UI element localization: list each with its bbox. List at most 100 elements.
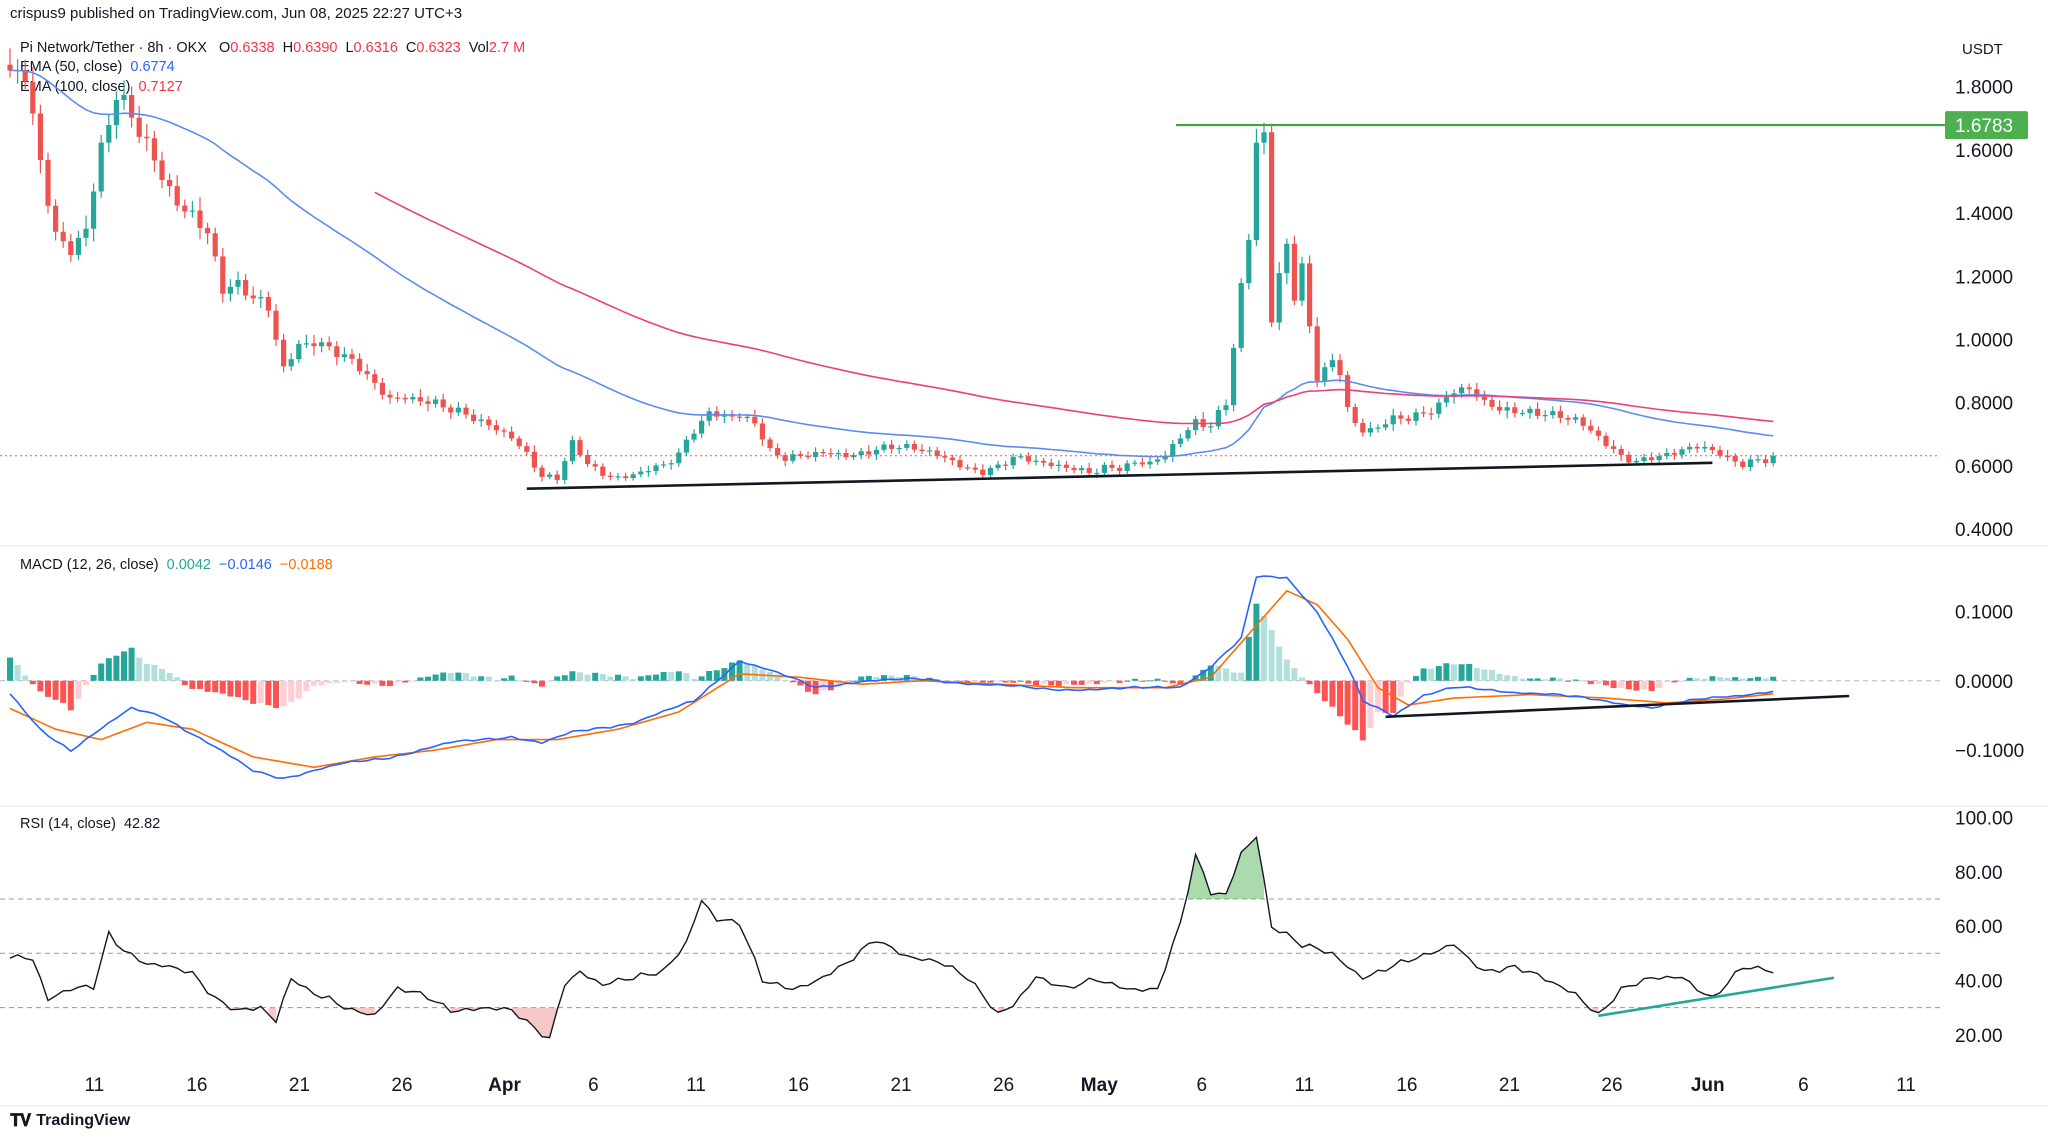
macd-histogram-bar bbox=[379, 680, 386, 686]
macd-histogram-bar bbox=[789, 680, 796, 683]
candle bbox=[714, 411, 720, 417]
candle bbox=[805, 456, 811, 458]
time-axis-tick: 11 bbox=[84, 1075, 104, 1096]
macd-histogram-bar bbox=[653, 674, 659, 681]
macd-histogram-bar bbox=[250, 680, 257, 704]
macd-histogram-bar bbox=[1656, 680, 1663, 689]
tradingview-footer[interactable]: 𝐓𝐕 TradingView bbox=[10, 1111, 130, 1131]
candle bbox=[699, 420, 705, 434]
macd-histogram-bar bbox=[843, 680, 849, 683]
macd-histogram-bar bbox=[1002, 680, 1009, 683]
candle bbox=[334, 346, 340, 358]
ohlc-key-h: H bbox=[282, 40, 294, 56]
macd-histogram-bar bbox=[1055, 680, 1062, 687]
macd-histogram-bar bbox=[1154, 678, 1161, 681]
macd-histogram-bar bbox=[1116, 680, 1123, 683]
candle bbox=[1147, 461, 1153, 465]
macd-histogram-bar bbox=[288, 680, 295, 702]
candle bbox=[319, 342, 325, 347]
candle bbox=[721, 415, 727, 417]
time-axis-tick: 26 bbox=[391, 1075, 412, 1096]
macd-histogram-bar bbox=[1686, 677, 1693, 681]
candle bbox=[1261, 132, 1267, 143]
candle bbox=[1307, 263, 1313, 327]
macd-histogram-bar bbox=[744, 664, 751, 681]
candle bbox=[934, 450, 940, 457]
macd-histogram-bar bbox=[797, 680, 804, 686]
macd-histogram-bar bbox=[698, 676, 705, 681]
macd-histogram-bar bbox=[751, 665, 758, 681]
candle bbox=[1360, 423, 1366, 433]
candle bbox=[569, 440, 575, 462]
macd-histogram-bar bbox=[22, 675, 29, 681]
ema100-legend[interactable]: EMA (100, close) 0.7127 bbox=[20, 79, 183, 95]
time-axis-tick: Jun bbox=[1691, 1075, 1725, 1096]
candle bbox=[53, 205, 59, 232]
candle bbox=[1139, 462, 1145, 465]
ohlc-values: O0.6338 H0.6390 L0.6316 C0.6323 Vol2.7 M bbox=[211, 40, 525, 56]
macd-histogram-bar bbox=[827, 680, 834, 691]
candle bbox=[478, 419, 484, 422]
macd-histogram-bar bbox=[1762, 678, 1769, 681]
macd-histogram-bar bbox=[1504, 675, 1511, 681]
candle bbox=[980, 469, 986, 476]
macd-histogram-bar bbox=[539, 680, 545, 687]
macd-histogram-bar bbox=[409, 680, 416, 682]
candle bbox=[835, 453, 841, 455]
macd-histogram-bar bbox=[265, 680, 272, 706]
macd-histogram-bar bbox=[501, 678, 507, 681]
macd-histogram-bar bbox=[1443, 663, 1450, 681]
macd-histogram-bar bbox=[143, 664, 150, 681]
candle bbox=[1246, 240, 1252, 284]
macd-histogram-bar bbox=[1770, 676, 1777, 681]
candle bbox=[60, 231, 66, 242]
candle bbox=[554, 474, 560, 480]
candle bbox=[402, 397, 408, 400]
candle bbox=[858, 451, 864, 456]
macd-histogram-bar bbox=[729, 662, 735, 681]
macd-histogram-bar bbox=[364, 680, 371, 685]
macd-histogram-bar bbox=[1709, 676, 1716, 681]
macd-histogram-bar bbox=[1139, 680, 1146, 682]
macd-histogram-bar bbox=[440, 672, 447, 681]
macd-histogram-bar bbox=[1618, 680, 1625, 688]
candle bbox=[1048, 462, 1054, 467]
macd-histogram-bar bbox=[326, 680, 333, 683]
macd-histogram-bar bbox=[1413, 676, 1419, 681]
rsi-line bbox=[9, 835, 1774, 1039]
macd-histogram-bar bbox=[554, 676, 561, 681]
macd-histogram-bar bbox=[1549, 677, 1556, 681]
macd-histogram-bar bbox=[1435, 666, 1442, 681]
candle bbox=[607, 475, 613, 478]
candle bbox=[1641, 457, 1647, 461]
macd-histogram-bar bbox=[45, 680, 51, 697]
macd-histogram-bar bbox=[1109, 680, 1115, 682]
candle bbox=[1215, 410, 1221, 427]
macd-histogram-bar bbox=[242, 680, 249, 701]
macd-legend[interactable]: MACD (12, 26, close) 0.0042 −0.0146 −0.0… bbox=[20, 557, 333, 573]
macd-line bbox=[9, 575, 1774, 779]
candle bbox=[1565, 417, 1571, 420]
candle bbox=[995, 464, 1001, 469]
candle bbox=[326, 342, 332, 347]
candle bbox=[501, 430, 507, 432]
macd-histogram-bar bbox=[1755, 676, 1761, 681]
candle bbox=[866, 451, 872, 455]
rsi-legend[interactable]: RSI (14, close) 42.82 bbox=[20, 816, 160, 832]
candle bbox=[1352, 406, 1358, 424]
candle bbox=[1231, 347, 1237, 406]
macd-histogram-bar bbox=[29, 680, 36, 685]
candle bbox=[759, 423, 765, 440]
candle bbox=[311, 343, 317, 347]
macd-histogram-bar bbox=[493, 680, 500, 682]
candle bbox=[942, 456, 948, 458]
candle bbox=[486, 419, 492, 426]
candle bbox=[1071, 467, 1077, 471]
macd-histogram-bar bbox=[280, 680, 287, 707]
candle bbox=[1687, 446, 1693, 450]
candle bbox=[341, 354, 347, 358]
ema50-legend[interactable]: EMA (50, close) 0.6774 bbox=[20, 59, 175, 75]
macd-histogram-bar bbox=[1557, 678, 1564, 681]
candle bbox=[797, 454, 803, 457]
